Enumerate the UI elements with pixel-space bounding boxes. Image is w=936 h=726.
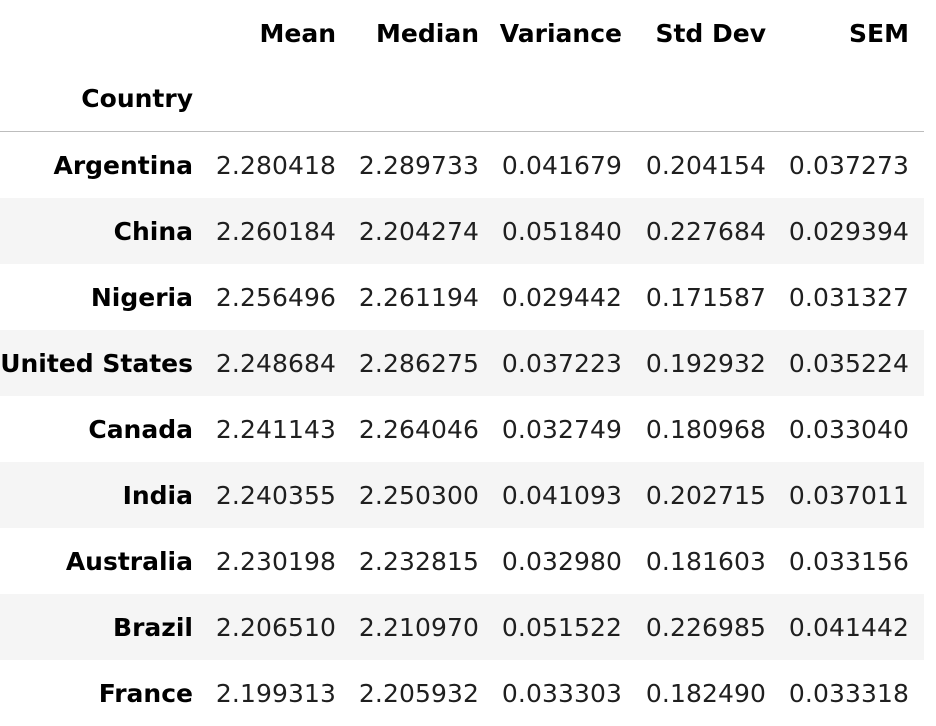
cell-mean: 2.206510 (215, 612, 336, 642)
cell-variance: 0.029442 (501, 282, 622, 312)
table-row: Australia 2.230198 2.232815 0.032980 0.18160… (0, 528, 924, 594)
cell-variance: 0.051522 (501, 612, 622, 642)
column-header-std-dev: Std Dev (655, 18, 766, 48)
cell-median: 2.289733 (358, 150, 479, 180)
cell-mean: 2.230198 (215, 546, 336, 576)
row-index-country: India (122, 480, 193, 510)
column-header-sem: SEM (849, 18, 909, 48)
cell-mean: 2.248684 (215, 348, 336, 378)
cell-std-dev: 0.202715 (645, 480, 766, 510)
row-index-country: United States (0, 348, 193, 378)
cell-variance: 0.032980 (501, 546, 622, 576)
cell-sem: 0.033040 (788, 414, 909, 444)
cell-mean: 2.260184 (215, 216, 336, 246)
cell-median: 2.204274 (358, 216, 479, 246)
cell-std-dev: 0.180968 (645, 414, 766, 444)
table-row: China 2.260184 2.204274 0.051840 0.227684 0.0… (0, 198, 924, 264)
cell-variance: 0.041093 (501, 480, 622, 510)
table-body: Argentina 2.280418 2.289733 0.041679 0.20415… (0, 132, 924, 726)
cell-mean: 2.240355 (215, 480, 336, 510)
cell-mean: 2.280418 (215, 150, 336, 180)
cell-median: 2.232815 (358, 546, 479, 576)
cell-median: 2.261194 (358, 282, 479, 312)
cell-sem: 0.037273 (788, 150, 909, 180)
cell-mean: 2.199313 (215, 678, 336, 708)
column-header-mean: Mean (259, 18, 336, 48)
cell-median: 2.264046 (358, 414, 479, 444)
cell-sem: 0.041442 (788, 612, 909, 642)
cell-sem: 0.033156 (788, 546, 909, 576)
cell-median: 2.286275 (358, 348, 479, 378)
row-index-country: Nigeria (90, 282, 193, 312)
cell-mean: 2.241143 (215, 414, 336, 444)
table-row: India 2.240355 2.250300 0.041093 0.202715 0.0… (0, 462, 924, 528)
cell-sem: 0.031327 (788, 282, 909, 312)
table-row: Nigeria 2.256496 2.261194 0.029442 0.171587 0… (0, 264, 924, 330)
index-header-row: Country (0, 66, 924, 132)
cell-sem: 0.035224 (788, 348, 909, 378)
cell-std-dev: 0.182490 (645, 678, 766, 708)
cell-std-dev: 0.226985 (645, 612, 766, 642)
column-header-variance: Variance (499, 18, 622, 48)
cell-median: 2.205932 (358, 678, 479, 708)
cell-std-dev: 0.171587 (645, 282, 766, 312)
cell-median: 2.250300 (358, 480, 479, 510)
row-index-country: Argentina (53, 150, 193, 180)
cell-sem: 0.033318 (788, 678, 909, 708)
column-header-median: Median (376, 18, 479, 48)
cell-variance: 0.051840 (501, 216, 622, 246)
table-row: France 2.199313 2.205932 0.033303 0.182490 0.… (0, 660, 924, 726)
row-index-country: France (98, 678, 193, 708)
cell-variance: 0.033303 (501, 678, 622, 708)
index-header-country: Country (81, 84, 193, 113)
row-index-country: Brazil (113, 612, 193, 642)
cell-variance: 0.041679 (501, 150, 622, 180)
cell-mean: 2.256496 (215, 282, 336, 312)
cell-variance: 0.032749 (501, 414, 622, 444)
column-header-row: Mean Median Variance Std Dev SEM (0, 0, 924, 66)
cell-std-dev: 0.227684 (645, 216, 766, 246)
cell-std-dev: 0.181603 (645, 546, 766, 576)
table-row: Canada 2.241143 2.264046 0.032749 0.180968 0.… (0, 396, 924, 462)
cell-std-dev: 0.204154 (645, 150, 766, 180)
table-row: United States 2.248684 2.286275 0.037223 0.1… (0, 330, 924, 396)
cell-median: 2.210970 (358, 612, 479, 642)
cell-variance: 0.037223 (501, 348, 622, 378)
table-row: Brazil 2.206510 2.210970 0.051522 0.226985 0.… (0, 594, 924, 660)
row-index-country: China (113, 216, 193, 246)
cell-sem: 0.037011 (788, 480, 909, 510)
row-index-country: Canada (88, 414, 193, 444)
cell-sem: 0.029394 (788, 216, 909, 246)
table-row: Argentina 2.280418 2.289733 0.041679 0.20415… (0, 132, 924, 198)
cell-std-dev: 0.192932 (645, 348, 766, 378)
row-index-country: Australia (65, 546, 193, 576)
